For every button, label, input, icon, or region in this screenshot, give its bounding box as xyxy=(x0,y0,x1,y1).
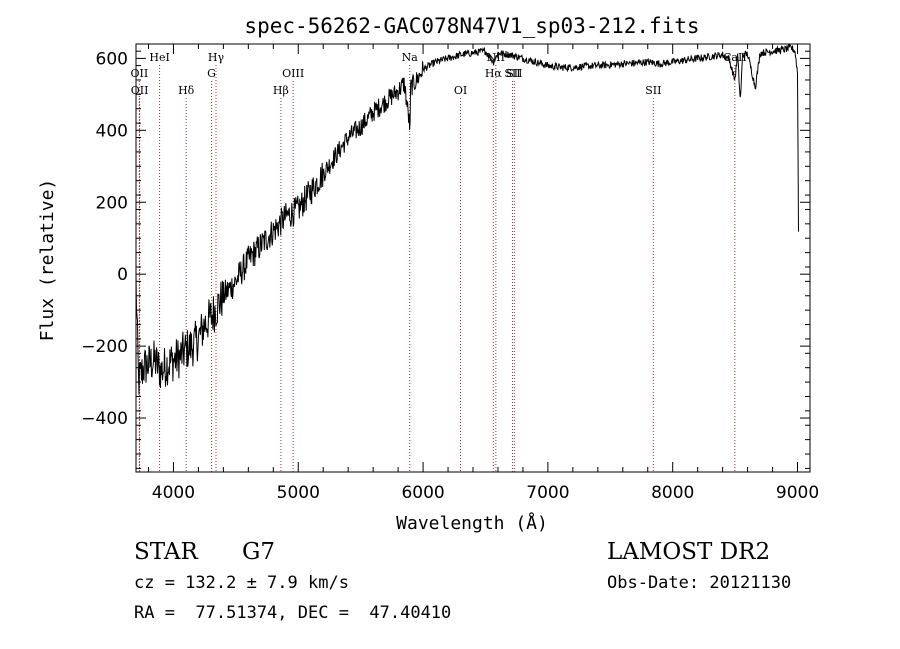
survey-name: LAMOST DR2 xyxy=(607,539,771,565)
line-label: OI xyxy=(454,84,467,97)
line-label: SII xyxy=(645,84,661,97)
line-label: OII xyxy=(131,67,149,80)
line-label: G xyxy=(207,67,216,80)
emission-line-markers xyxy=(138,65,736,472)
x-tick-label: 5000 xyxy=(277,483,320,503)
x-axis: 4000 5000 6000 7000 8000 9000 xyxy=(147,44,819,503)
plot-frame xyxy=(135,43,811,473)
line-label: OII xyxy=(131,84,149,97)
y-tick-label: 400 xyxy=(96,121,128,141)
coordinates: RA = 77.51374, DEC = 47.40410 xyxy=(134,603,452,623)
x-tick-label: 4000 xyxy=(152,483,195,503)
x-tick-label: 8000 xyxy=(651,483,694,503)
object-subclass: G7 xyxy=(242,539,276,565)
x-axis-label: Wavelength (Å) xyxy=(396,512,548,534)
y-tick-label: 200 xyxy=(96,193,128,213)
y-tick-label: −200 xyxy=(81,337,128,357)
chart-title: spec-56262-GAC078N47V1_sp03-212.fits xyxy=(244,14,699,38)
x-tick-label: 9000 xyxy=(776,483,819,503)
line-label: SII xyxy=(504,67,520,80)
line-label: Hγ xyxy=(208,51,225,64)
line-label: Hα xyxy=(485,67,503,80)
object-class: STAR xyxy=(134,539,198,565)
x-tick-label: 7000 xyxy=(526,483,569,503)
line-label: Hβ xyxy=(273,84,289,97)
y-tick-label: 600 xyxy=(96,49,128,69)
spectrum-series xyxy=(135,43,799,395)
y-tick-label: 0 xyxy=(117,265,128,285)
line-label: CaII xyxy=(723,51,747,64)
line-label: Na xyxy=(402,51,419,64)
line-label: Hδ xyxy=(178,84,195,97)
y-axis-label: Flux (relative) xyxy=(37,179,58,342)
line-label: OIII xyxy=(282,67,304,80)
observation-date: Obs-Date: 20121130 xyxy=(607,573,792,593)
y-tick-label: −400 xyxy=(81,409,128,429)
y-axis: −400 −200 0 200 400 600 xyxy=(81,49,810,469)
line-label: SII xyxy=(506,67,522,80)
line-label: NII xyxy=(487,51,505,64)
x-tick-label: 6000 xyxy=(401,483,444,503)
line-label: HeI xyxy=(149,51,169,64)
redshift-value: cz = 132.2 ± 7.9 km/s xyxy=(134,573,349,593)
